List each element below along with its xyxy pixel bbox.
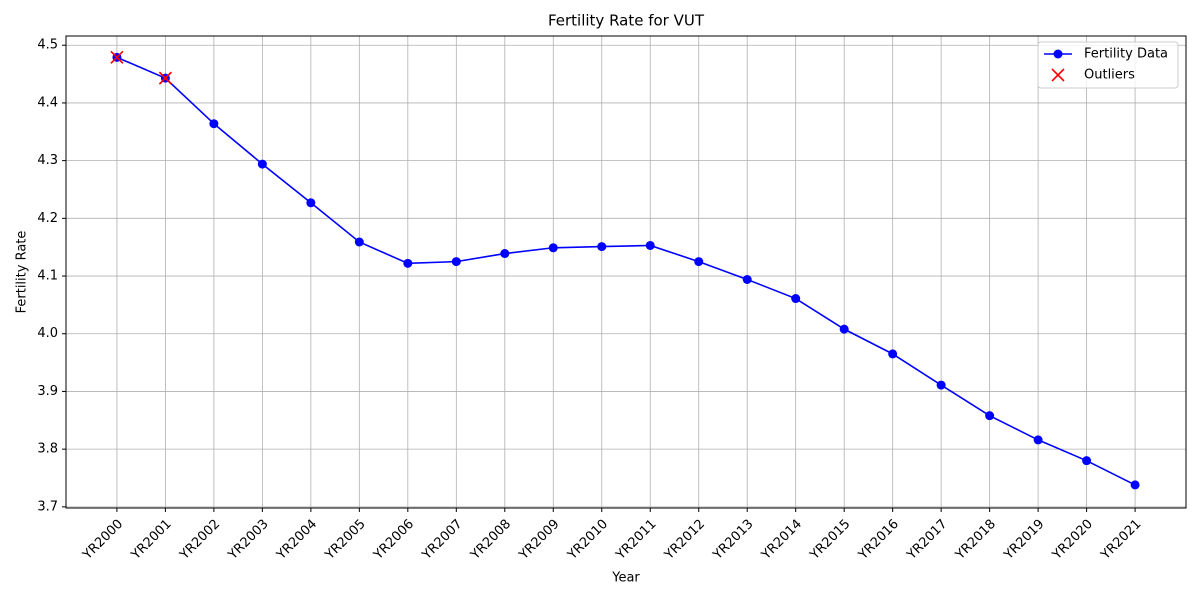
legend-label: Outliers <box>1084 68 1135 83</box>
y-tick-label: 3.9 <box>37 384 58 399</box>
y-tick-label: 4.5 <box>37 38 58 53</box>
data-point <box>791 294 801 304</box>
x-tick-label: YR2009 <box>516 517 563 564</box>
data-point <box>1033 435 1043 445</box>
y-tick-label: 4.0 <box>37 326 58 341</box>
outlier-marker <box>158 71 172 85</box>
y-axis-label: Fertility Rate <box>15 231 30 314</box>
legend-label: Fertility Data <box>1084 47 1168 62</box>
data-point <box>403 258 413 268</box>
y-tick-label: 4.2 <box>37 211 58 226</box>
y-tick-label: 4.1 <box>37 269 58 284</box>
data-point <box>500 249 510 259</box>
data-point <box>1130 480 1140 490</box>
x-tick-label: YR2018 <box>952 517 999 564</box>
x-tick-label: YR2017 <box>904 517 951 564</box>
x-tick-label: YR2012 <box>661 517 708 564</box>
x-tick-label: YR2001 <box>128 517 175 564</box>
x-tick-label: YR2010 <box>564 517 611 564</box>
data-point <box>1082 456 1092 466</box>
data-point <box>936 380 946 390</box>
data-point <box>306 198 316 208</box>
x-tick-label: YR2008 <box>467 517 514 564</box>
data-point <box>985 411 995 421</box>
data-point <box>597 242 607 252</box>
data-point <box>451 257 461 267</box>
x-tick-label: YR2000 <box>79 517 126 564</box>
data-point <box>839 324 849 334</box>
data-point <box>694 257 704 267</box>
outlier-marker <box>1051 68 1065 82</box>
x-tick-label: YR2013 <box>710 517 757 564</box>
data-point <box>645 240 655 250</box>
x-tick-label: YR2014 <box>758 517 805 564</box>
x-tick-label: YR2011 <box>613 517 660 564</box>
y-tick-label: 3.7 <box>37 499 58 514</box>
x-tick-label: YR2020 <box>1049 517 1096 564</box>
x-tick-label: YR2019 <box>1001 517 1048 564</box>
data-line <box>116 56 1136 486</box>
x-tick-label: YR2007 <box>419 517 466 564</box>
legend: Fertility Data Outliers <box>1037 41 1179 89</box>
y-tick-label: 3.8 <box>37 442 58 457</box>
data-point <box>354 237 364 247</box>
x-tick-label: YR2005 <box>322 517 369 564</box>
y-tick-label: 4.4 <box>37 95 58 110</box>
x-tick-label: YR2002 <box>176 517 223 564</box>
x-tick-label: YR2006 <box>370 517 417 564</box>
x-axis-label: Year <box>611 571 640 586</box>
outlier-marker <box>110 50 124 64</box>
plot-frame <box>65 35 1187 509</box>
x-tick-label: YR2015 <box>807 517 854 564</box>
x-tick-label: YR2021 <box>1098 517 1145 564</box>
data-point <box>257 159 267 169</box>
legend-marker <box>1053 49 1063 59</box>
x-tick-label: YR2016 <box>855 517 902 564</box>
data-point <box>209 119 219 129</box>
x-tick-label: YR2003 <box>225 517 272 564</box>
data-point <box>742 275 752 285</box>
x-tick-label: YR2004 <box>273 517 320 564</box>
chart-title: Fertility Rate for VUT <box>548 12 705 30</box>
y-tick-label: 4.3 <box>37 153 58 168</box>
data-point <box>888 349 898 359</box>
legend-box <box>1037 41 1179 89</box>
data-point <box>548 243 558 253</box>
